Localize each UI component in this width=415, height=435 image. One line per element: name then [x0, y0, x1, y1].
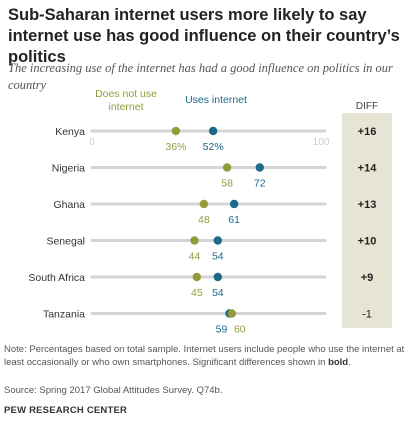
- note-end: .: [348, 357, 351, 368]
- dot-uses-internet: [208, 126, 218, 136]
- legend-does-not-use: Does not use internet: [95, 88, 157, 113]
- chart-title: Sub-Saharan internet users more likely t…: [8, 6, 400, 66]
- legend-uses-internet: Uses internet: [185, 94, 247, 106]
- value-label-does-not-use: 60: [234, 324, 246, 336]
- value-label-does-not-use: 44: [189, 251, 201, 263]
- chart-source: Source: Spring 2017 Global Attitudes Sur…: [4, 385, 223, 396]
- diff-value: +16: [358, 126, 377, 138]
- value-label-uses-internet: 59: [216, 324, 228, 336]
- dot-uses-internet: [255, 163, 264, 172]
- diff-value: +13: [358, 199, 377, 211]
- diff-header: DIFF: [356, 101, 378, 112]
- value-label-does-not-use: 58: [221, 178, 233, 190]
- category-label: South Africa: [28, 272, 85, 284]
- brand-logo-text: PEW RESEARCH CENTER: [4, 405, 128, 416]
- value-label-does-not-use: 48: [198, 214, 210, 226]
- value-label-uses-internet: 54: [212, 251, 224, 263]
- value-label-uses-internet: 52%: [203, 141, 224, 153]
- chart-note: Note: Percentages based on total sample.…: [4, 343, 409, 369]
- dot-uses-internet: [213, 236, 223, 245]
- chart-subtitle: The increasing use of the internet has h…: [8, 61, 393, 92]
- category-label: Tanzania: [43, 309, 85, 321]
- note-bold-word: bold: [328, 357, 349, 368]
- diff-value: +9: [361, 272, 374, 284]
- value-label-uses-internet: 54: [212, 287, 224, 299]
- category-label: Senegal: [46, 236, 85, 248]
- dot-does-not-use: [227, 309, 236, 318]
- diff-value: -1: [362, 309, 372, 321]
- dot-does-not-use: [199, 199, 209, 209]
- diff-value: +10: [358, 236, 377, 248]
- diff-value: +14: [358, 163, 378, 175]
- dot-does-not-use: [190, 236, 199, 245]
- value-label-does-not-use: 45: [191, 287, 203, 299]
- diff-column-bg: [342, 113, 392, 328]
- category-label: Nigeria: [52, 163, 85, 175]
- dot-does-not-use: [171, 126, 181, 136]
- dot-does-not-use: [222, 163, 232, 172]
- dot-uses-internet: [229, 199, 239, 209]
- axis-tick-label: 0: [89, 137, 95, 148]
- category-label: Ghana: [53, 199, 85, 211]
- value-label-uses-internet: 72: [254, 178, 266, 190]
- dot-does-not-use: [192, 272, 202, 282]
- category-label: Kenya: [55, 126, 85, 138]
- dot-plot: DIFF Does not use internet Uses internet Ken…: [28, 88, 392, 336]
- value-label-does-not-use: 36%: [165, 141, 186, 153]
- dot-uses-internet: [213, 272, 223, 282]
- value-label-uses-internet: 61: [228, 214, 240, 226]
- axis-tick-label: 100: [313, 137, 330, 148]
- note-text: Note: Percentages based on total sample.…: [4, 344, 405, 368]
